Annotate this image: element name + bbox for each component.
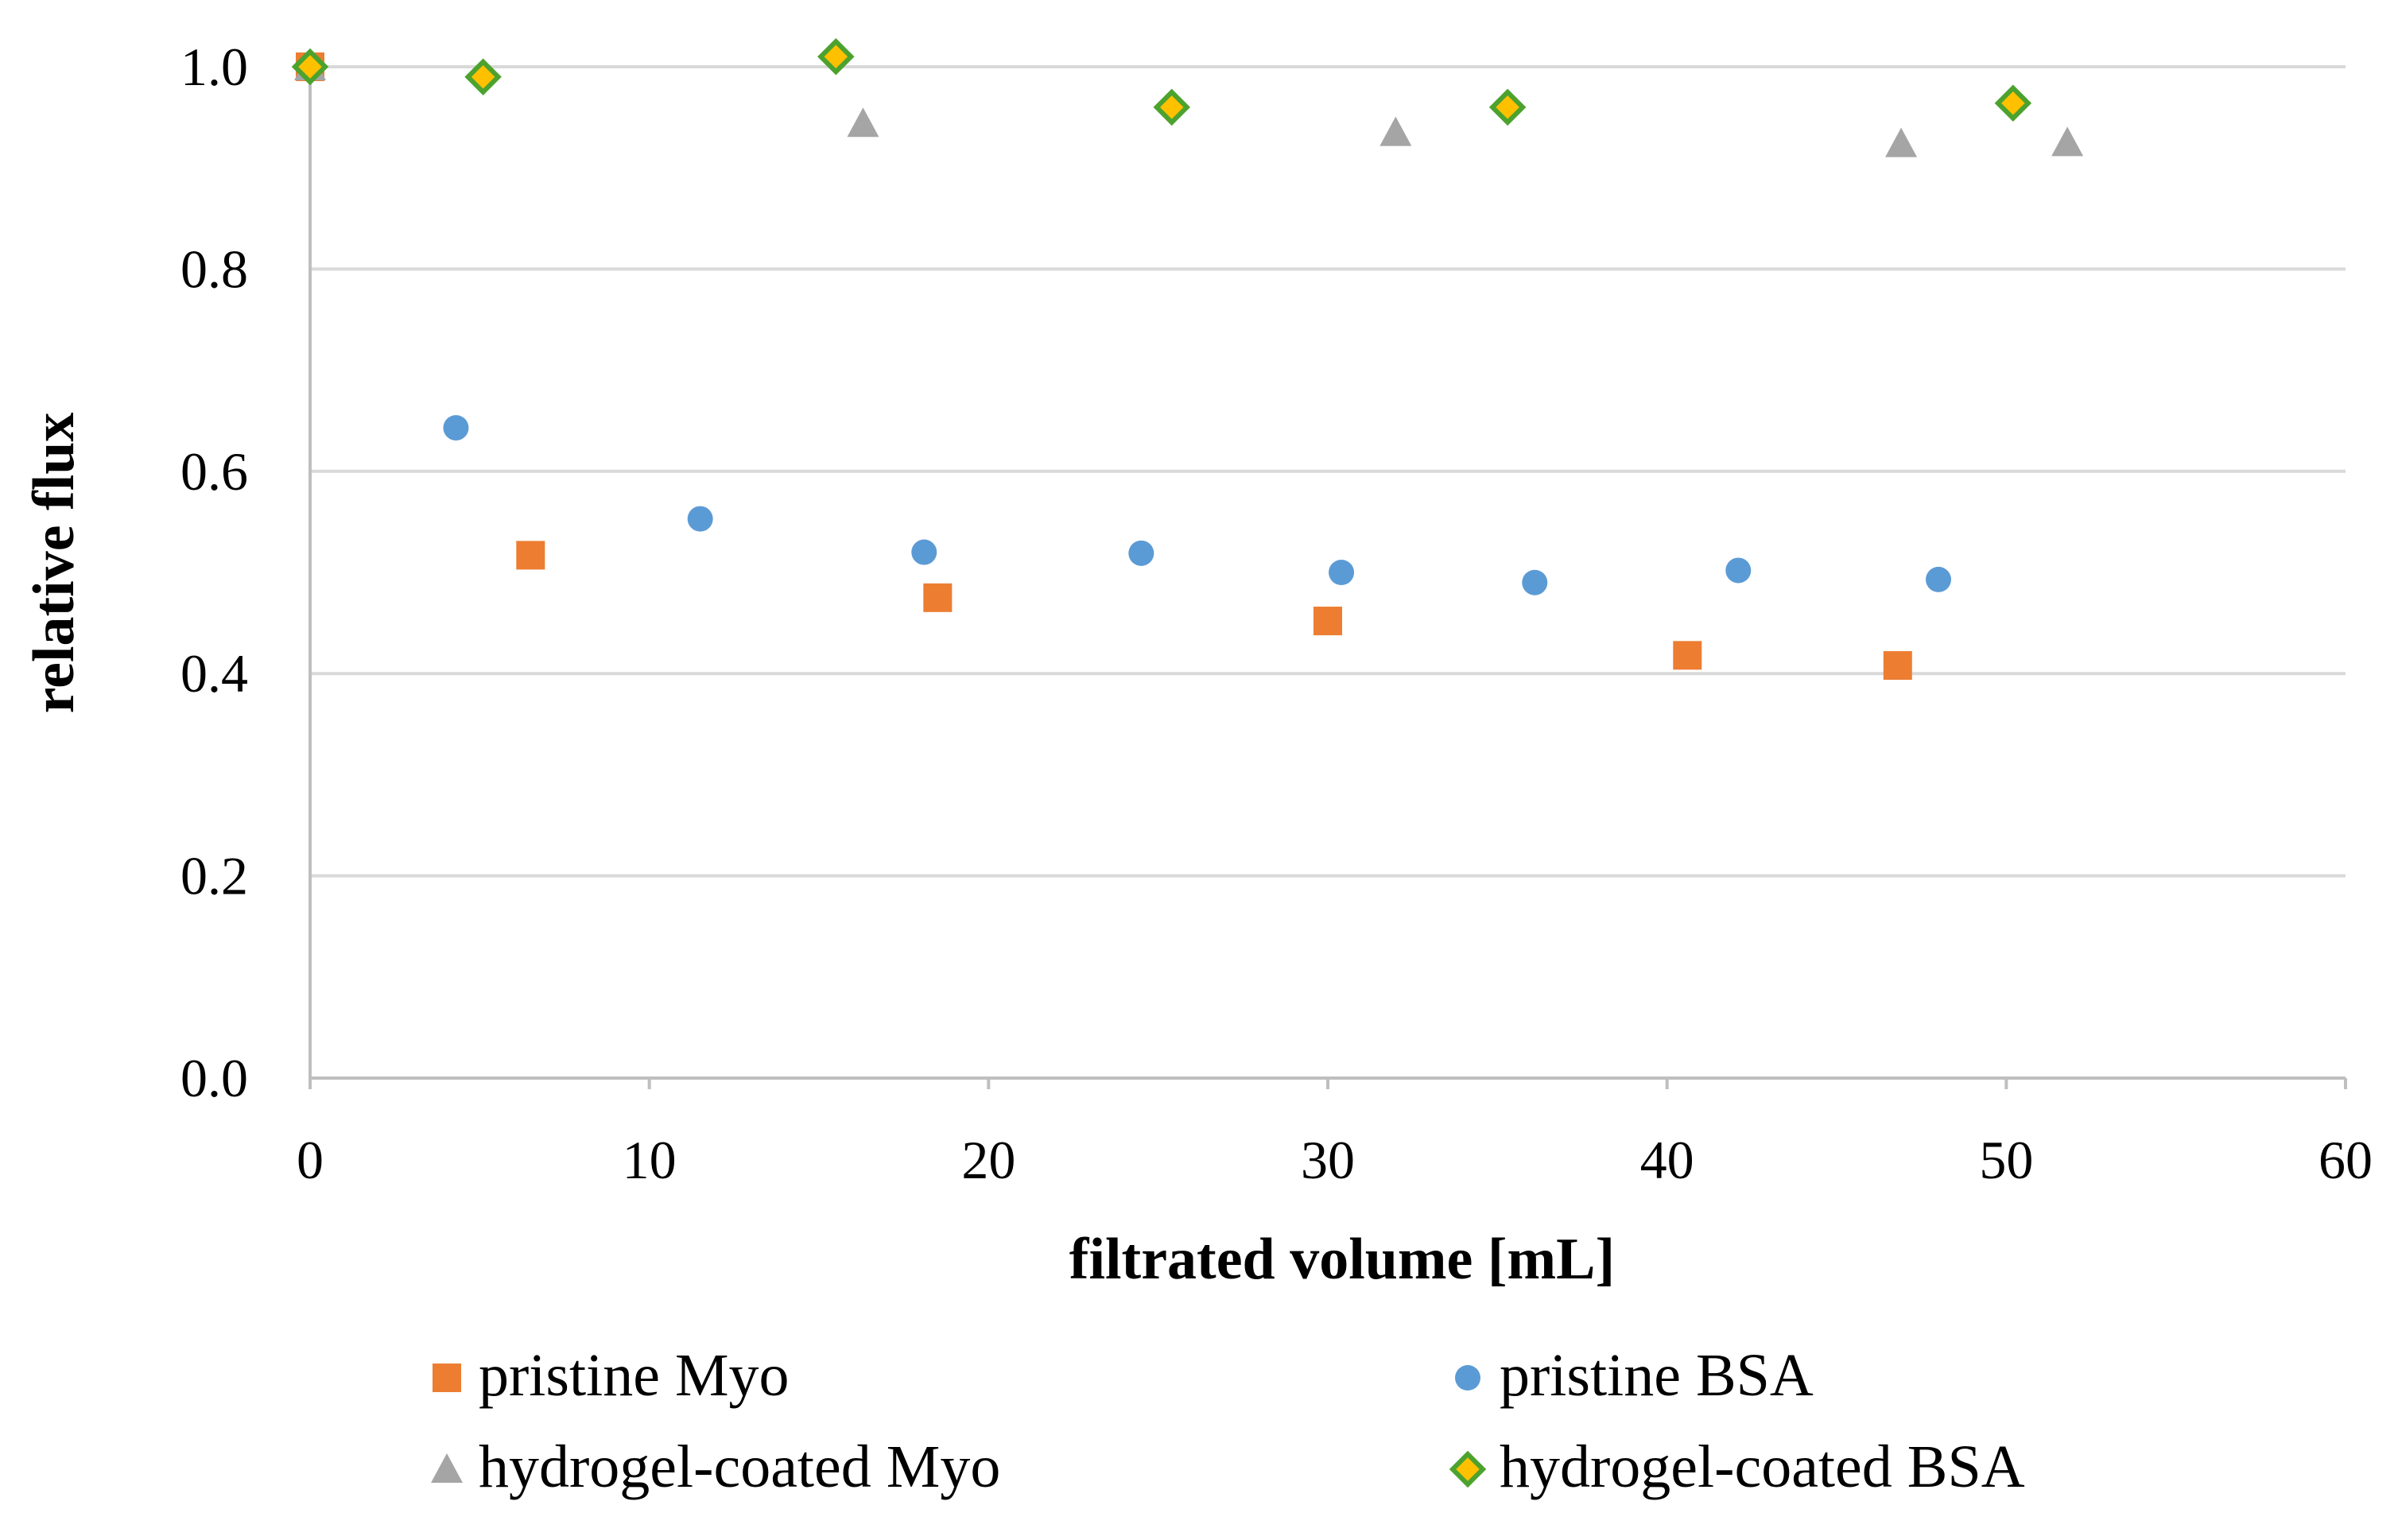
point-square bbox=[923, 583, 953, 612]
point-circle bbox=[911, 539, 937, 565]
y-tick-label: 1.0 bbox=[180, 37, 248, 97]
point-circle bbox=[1128, 540, 1154, 566]
y-tick-label: 0.2 bbox=[180, 846, 248, 906]
x-tick-label: 10 bbox=[623, 1130, 677, 1190]
point-square bbox=[1673, 641, 1702, 670]
y-tick-label: 0.8 bbox=[180, 239, 248, 299]
point-triangle bbox=[1885, 127, 1918, 157]
series-3 bbox=[291, 38, 2032, 126]
point-circle bbox=[1522, 569, 1548, 595]
legend-item: hydrogel-coated BSA bbox=[1449, 1433, 2025, 1500]
x-axis-title: filtrated volume [mL] bbox=[1069, 1227, 1615, 1292]
legend-label: pristine Myo bbox=[479, 1342, 790, 1409]
legend-marker-diamond bbox=[1449, 1450, 1487, 1488]
point-diamond bbox=[817, 38, 855, 76]
data-points bbox=[291, 38, 2084, 681]
x-tick-label: 60 bbox=[2318, 1130, 2373, 1190]
point-diamond bbox=[1994, 84, 2032, 122]
x-tick-label: 30 bbox=[1301, 1130, 1355, 1190]
legend-item: hydrogel-coated Myo bbox=[431, 1433, 1000, 1500]
y-tick-label: 0.0 bbox=[180, 1048, 248, 1108]
point-square bbox=[1883, 651, 1912, 681]
point-diamond bbox=[291, 48, 329, 86]
legend-marker-circle bbox=[1455, 1365, 1480, 1391]
point-circle bbox=[1329, 560, 1355, 585]
x-tick-label: 0 bbox=[297, 1130, 324, 1190]
point-circle bbox=[1926, 566, 1951, 592]
point-triangle bbox=[2051, 126, 2084, 157]
point-diamond bbox=[464, 58, 502, 95]
point-diamond bbox=[1488, 88, 1527, 126]
point-triangle bbox=[847, 107, 879, 138]
legend-label: hydrogel-coated BSA bbox=[1500, 1433, 2025, 1500]
point-circle bbox=[1725, 557, 1752, 584]
y-tick-label: 0.4 bbox=[180, 643, 248, 704]
point-diamond bbox=[1153, 88, 1190, 126]
series-0 bbox=[296, 52, 1912, 681]
point-circle bbox=[443, 415, 469, 441]
y-tick-label: 0.6 bbox=[180, 441, 248, 502]
legend-marker-triangle bbox=[431, 1453, 463, 1483]
gridlines bbox=[310, 65, 2346, 878]
x-tick-label: 50 bbox=[1979, 1130, 2033, 1190]
point-circle bbox=[687, 506, 713, 532]
legend-item: pristine BSA bbox=[1455, 1342, 1814, 1409]
legend: pristine Myo pristine BSA hydrogel-coated … bbox=[431, 1342, 2025, 1500]
axes bbox=[308, 67, 2347, 1089]
tick-labels: 0.0 0.2 0.4 0.6 0.8 1.0 0 10 20 30 40 50 60 bbox=[180, 37, 2373, 1190]
point-square bbox=[1313, 607, 1342, 636]
x-tick-label: 40 bbox=[1640, 1130, 1694, 1190]
legend-label: hydrogel-coated Myo bbox=[479, 1433, 1000, 1500]
legend-marker-square bbox=[433, 1364, 461, 1392]
legend-item: pristine Myo bbox=[433, 1342, 790, 1409]
point-triangle bbox=[1379, 116, 1412, 146]
legend-label: pristine BSA bbox=[1500, 1342, 1814, 1409]
point-square bbox=[516, 541, 545, 570]
x-tick-label: 20 bbox=[961, 1130, 1015, 1190]
series-1 bbox=[297, 54, 1951, 595]
y-axis-title: relative flux bbox=[21, 413, 87, 714]
